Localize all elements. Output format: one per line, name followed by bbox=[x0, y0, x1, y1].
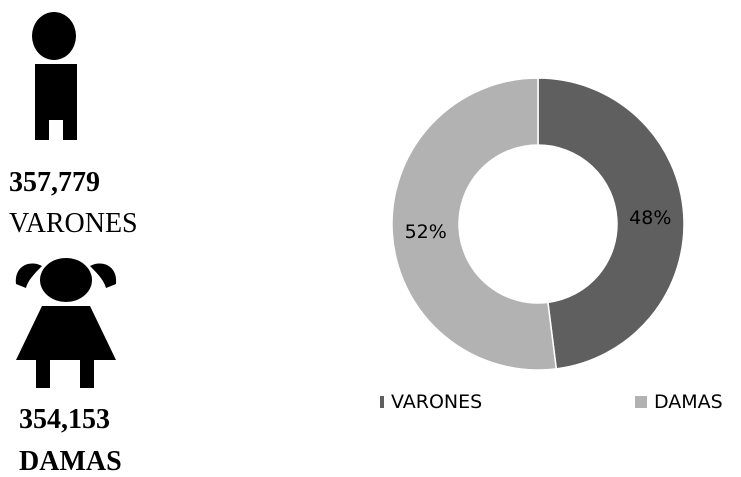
legend-label-varones: VARONES bbox=[391, 391, 482, 413]
girls-label: DAMAS bbox=[19, 446, 122, 477]
legend-swatch-varones bbox=[380, 396, 384, 408]
donut-chart: 48% 52% VARONES DAMAS bbox=[380, 77, 723, 413]
boys-label: VARONES bbox=[9, 208, 138, 239]
girl-silhouette-icon bbox=[15, 258, 117, 388]
slice-varones bbox=[537, 77, 685, 370]
legend-swatch-damas bbox=[635, 396, 647, 408]
data-label-varones: 48% bbox=[629, 207, 671, 229]
boy-silhouette-icon bbox=[32, 12, 77, 140]
legend-label-damas: DAMAS bbox=[654, 391, 723, 413]
slice-damas bbox=[391, 77, 558, 371]
boys-count: 357,779 bbox=[9, 167, 100, 198]
data-label-damas: 52% bbox=[405, 221, 447, 243]
girls-count: 354,153 bbox=[19, 404, 110, 435]
